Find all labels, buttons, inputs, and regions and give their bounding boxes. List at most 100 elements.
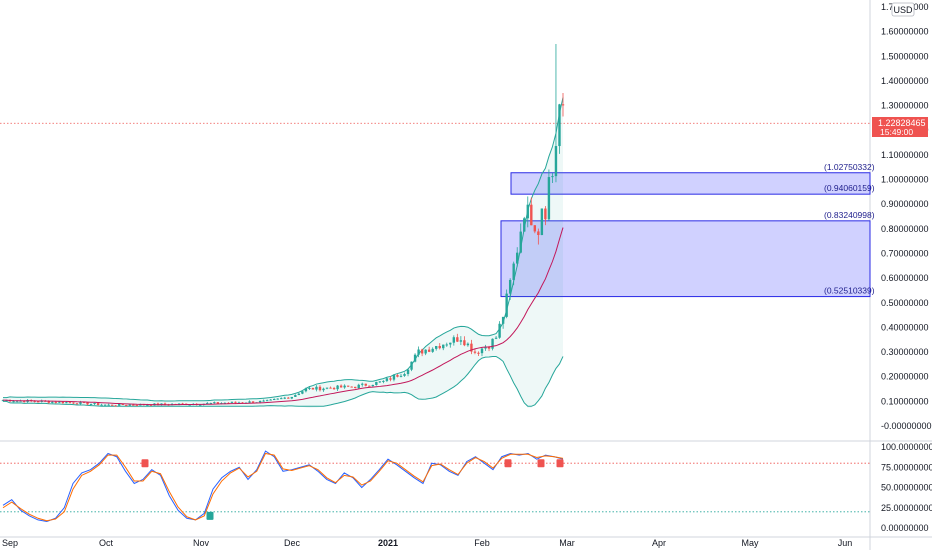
time-tick-label: Nov <box>193 538 210 548</box>
candle-body <box>551 176 554 178</box>
candle-body <box>322 388 325 391</box>
candle-body <box>431 348 434 352</box>
osc-tick-label: 75.00000000 <box>881 462 932 472</box>
candle-body <box>110 404 114 406</box>
candle-body <box>350 386 353 388</box>
candle-body <box>75 403 79 405</box>
candle-body <box>234 401 237 403</box>
candle-body <box>544 208 547 220</box>
currency-label: USD <box>893 5 913 15</box>
candle-body <box>378 381 382 383</box>
oscillator-pane <box>0 450 870 523</box>
bb-upper <box>2 97 564 402</box>
candle-body <box>121 403 124 405</box>
candle-body <box>265 400 269 402</box>
candle-body <box>315 386 318 390</box>
candle-body <box>230 401 234 403</box>
candle-body <box>459 340 463 342</box>
zone-bottom-label: (0.94060159) <box>824 183 875 193</box>
candle-body <box>258 400 262 403</box>
candle-body <box>188 404 191 406</box>
time-tick-label: Feb <box>474 538 490 548</box>
candle-body <box>452 337 456 343</box>
candle-body <box>58 401 61 403</box>
candle-body <box>413 354 417 362</box>
candle-body <box>149 404 153 406</box>
price-tick-label: 1.40000000 <box>881 76 929 86</box>
candle-body <box>346 385 350 387</box>
candle-body <box>473 351 477 353</box>
candle-body <box>262 400 265 402</box>
price-tick-label: 0.40000000 <box>881 322 929 332</box>
candle-body <box>213 402 216 404</box>
candle-body <box>103 404 107 406</box>
candle-body <box>382 380 385 382</box>
candle-body <box>470 343 473 352</box>
candle-body <box>209 402 212 404</box>
candle-body <box>206 403 209 405</box>
candle-body <box>107 404 110 406</box>
candle-body <box>118 403 121 406</box>
bb-lower <box>2 355 564 407</box>
signal-marker <box>504 459 512 468</box>
candle-body <box>494 337 498 339</box>
price-tick-label: 1.50000000 <box>881 51 929 61</box>
candle-body <box>537 231 540 236</box>
signal-marker <box>206 511 214 520</box>
candle-body <box>526 204 529 219</box>
candle-body <box>523 218 526 232</box>
time-tick-label: Sep <box>2 538 18 548</box>
candle-body <box>385 378 389 381</box>
candle-body <box>82 402 86 404</box>
candle-body <box>427 349 431 352</box>
candle-body <box>336 385 339 390</box>
candle-body <box>61 401 65 404</box>
candle-body <box>311 387 315 390</box>
time-tick-label: Apr <box>652 538 666 548</box>
candle-body <box>290 396 294 399</box>
candle-body <box>392 375 396 380</box>
price-tick-label: 0.10000000 <box>881 396 929 406</box>
candle-body <box>37 401 40 403</box>
candle-body <box>339 385 343 388</box>
zone-box <box>500 220 871 298</box>
candle-body <box>533 225 537 232</box>
price-tick-label: -0.00000000 <box>881 421 932 431</box>
candle-body <box>445 344 448 346</box>
candle-body <box>68 402 72 404</box>
bb-fill <box>3 97 563 408</box>
candle-body <box>357 384 360 389</box>
osc-tick-label: 50.00000000 <box>881 483 932 493</box>
moving-average <box>2 227 564 406</box>
candle-body <box>223 402 227 404</box>
candle-body <box>371 384 375 387</box>
candle-body <box>417 349 420 355</box>
candle-body <box>420 349 424 354</box>
price-tick-label: 0.60000000 <box>881 273 929 283</box>
candle-body <box>375 381 378 385</box>
candle-body <box>12 401 15 403</box>
osc-series-line <box>2 452 564 522</box>
time-tick-label: May <box>741 538 759 548</box>
candle-body <box>442 344 445 349</box>
time-tick-label: Dec <box>284 538 301 548</box>
candle-body <box>33 400 36 402</box>
candle-body <box>280 398 283 400</box>
candle-body <box>403 374 406 376</box>
candle-body <box>248 401 251 403</box>
candle-body <box>272 399 276 401</box>
candle-body <box>47 401 50 403</box>
countdown: 15:49:00 <box>880 127 913 137</box>
candle-body <box>484 347 487 349</box>
candle-body <box>93 403 96 405</box>
currency-badge[interactable]: USD <box>891 2 915 17</box>
candle-body <box>100 404 103 406</box>
ma-line <box>2 227 564 406</box>
zone-box <box>510 172 871 195</box>
candle-body <box>329 387 332 389</box>
candle-body <box>435 345 438 349</box>
candle-body <box>463 340 466 346</box>
price-tick-label: 0.30000000 <box>881 347 929 357</box>
candle-body <box>283 397 286 399</box>
